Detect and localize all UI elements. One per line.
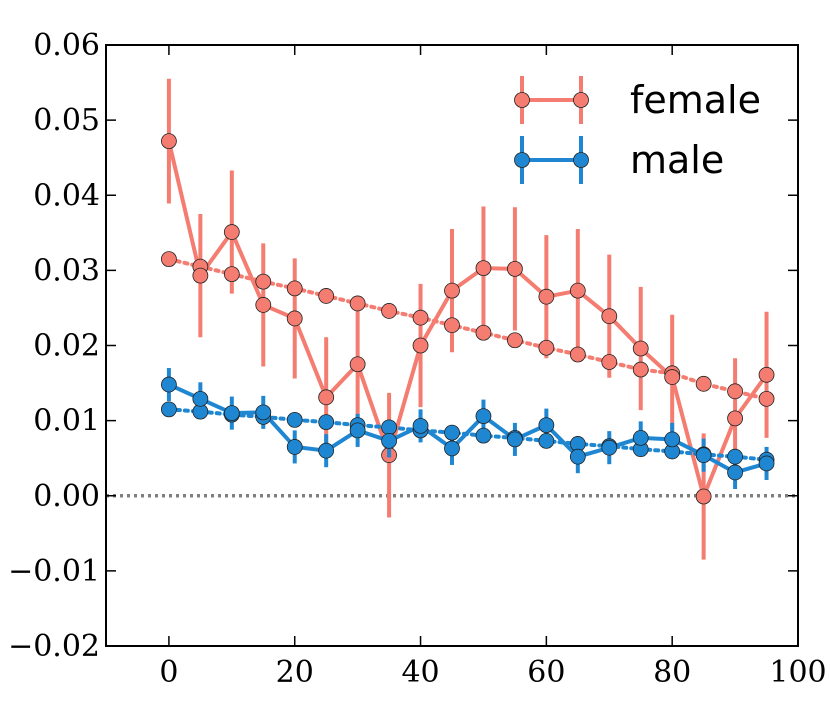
y-tick-label: 0.05	[33, 103, 100, 138]
female-trend-point	[412, 309, 429, 326]
male-point	[192, 390, 209, 407]
male-point	[695, 447, 712, 464]
x-tick-label: 60	[527, 655, 565, 690]
female-trend-point	[507, 332, 523, 349]
male-point	[758, 455, 775, 472]
male-trend-point	[161, 401, 177, 418]
male-point	[727, 464, 743, 481]
female-point	[727, 410, 743, 427]
male-point	[538, 417, 555, 434]
male-point	[569, 448, 586, 465]
female-point	[255, 297, 272, 313]
legend-label: female	[630, 78, 761, 122]
female-trend-point	[569, 346, 586, 363]
male-series	[161, 368, 775, 489]
legend-entry-male: male	[514, 136, 724, 184]
female-trend-point	[758, 390, 775, 407]
female-point	[192, 267, 209, 284]
female-point	[664, 369, 681, 385]
male-point	[286, 439, 303, 455]
male-point	[664, 431, 681, 448]
female-point	[538, 288, 555, 305]
y-tick-label: 0.03	[33, 253, 100, 288]
male-trend-point	[318, 414, 335, 431]
female-point	[444, 282, 460, 299]
female-point	[475, 260, 492, 277]
y-tick-label: 0.02	[33, 329, 100, 364]
female-point	[161, 133, 177, 150]
legend-label: male	[630, 138, 724, 182]
male-point	[318, 442, 335, 459]
female-trend-point	[601, 354, 618, 370]
male-point	[444, 440, 460, 457]
x-tick-label: 20	[276, 655, 314, 690]
female-trend-point	[632, 361, 649, 378]
male-point	[412, 417, 429, 434]
y-tick-label: −0.02	[8, 629, 100, 664]
female-trend-point	[286, 280, 303, 297]
female-point	[412, 337, 429, 354]
male-point	[255, 404, 272, 421]
male-point	[601, 439, 618, 456]
female-trend-point	[475, 324, 492, 341]
y-tick-label: 0.01	[33, 404, 100, 439]
female-trend-point	[695, 375, 712, 392]
female-trend-point	[349, 295, 366, 312]
female-point	[569, 282, 586, 299]
x-tick-label: 0	[159, 655, 178, 690]
x-tick-label: 40	[401, 655, 439, 690]
male-point	[381, 433, 397, 449]
female-point	[601, 308, 618, 325]
female-point	[695, 488, 712, 505]
y-tick-label: 0.04	[33, 178, 100, 213]
male-point	[223, 405, 240, 422]
female-trend-point	[381, 303, 397, 319]
y-tick-label: −0.01	[8, 554, 100, 589]
female-point	[349, 356, 366, 373]
female-trend-point	[727, 383, 743, 400]
female-series	[161, 78, 775, 560]
female-trend-point	[318, 288, 335, 304]
legend-entry-female: female	[514, 76, 761, 124]
x-tick-label: 80	[653, 655, 691, 690]
legend-marker	[514, 92, 530, 108]
male-point	[161, 376, 177, 393]
legend-marker	[514, 152, 530, 168]
axes: −0.02 −0.01 0.00 0.01 0.02 0.03 0.04 0.05 0.06 0 2…	[8, 28, 827, 690]
male-trend-point	[475, 427, 492, 444]
male-trend-point	[286, 411, 303, 428]
male-trend-point	[538, 433, 555, 449]
female-point	[318, 389, 335, 406]
female-trend-point	[161, 251, 177, 268]
male-point	[507, 431, 523, 448]
chart-marks	[106, 78, 798, 560]
y-tick-label: 0.00	[33, 479, 100, 514]
x-tick-label: 100	[769, 655, 826, 690]
legend-marker	[573, 92, 589, 108]
male-trend-point	[381, 419, 397, 436]
female-point	[223, 224, 240, 240]
legend-marker	[573, 152, 589, 168]
male-point	[349, 422, 366, 439]
female-trend-point	[223, 266, 240, 283]
female-trend-point	[444, 317, 460, 334]
male-trend-point	[444, 424, 460, 441]
male-point	[475, 408, 492, 425]
y-tick-label: 0.06	[33, 28, 100, 63]
male-trend-point	[727, 448, 743, 465]
female-point	[758, 366, 775, 383]
female-point	[507, 260, 523, 277]
female-point	[632, 340, 649, 357]
male-point	[632, 430, 649, 446]
female-point	[286, 310, 303, 327]
female-trend-point	[538, 339, 555, 356]
female-trend-point	[255, 273, 272, 290]
legend: female male	[514, 76, 761, 184]
